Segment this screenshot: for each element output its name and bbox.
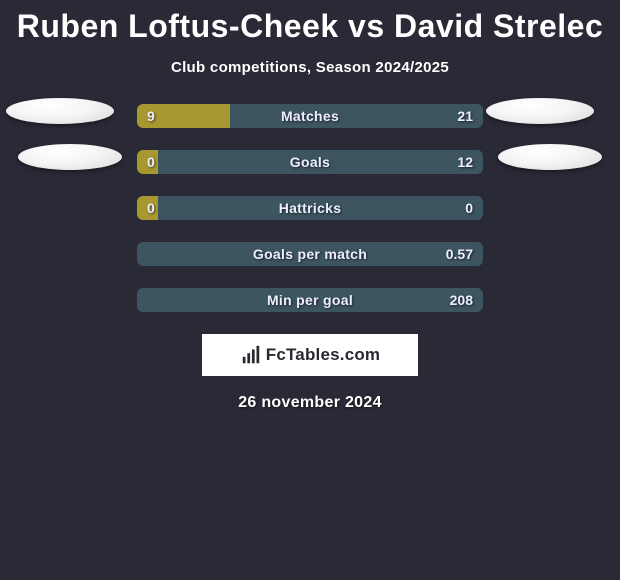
player-ellipse (498, 144, 602, 170)
stat-right-value: 0.57 (446, 242, 473, 266)
brand-box: FcTables.com (202, 334, 418, 376)
stat-right-value: 208 (450, 288, 473, 312)
date-text: 26 november 2024 (0, 394, 620, 412)
stat-row: Min per goal208 (137, 288, 483, 312)
player-ellipse (486, 98, 594, 124)
stat-label: Min per goal (137, 288, 483, 312)
stat-right-value: 21 (457, 104, 473, 128)
subtitle: Club competitions, Season 2024/2025 (0, 59, 620, 76)
stat-right-value: 12 (457, 150, 473, 174)
stat-row: 0Hattricks0 (137, 196, 483, 220)
stat-row: 9Matches21 (137, 104, 483, 128)
chart-icon (240, 344, 262, 366)
comparison-stage: 9Matches210Goals120Hattricks0Goals per m… (0, 104, 620, 312)
stat-label: Goals (137, 150, 483, 174)
brand-text: FcTables.com (266, 345, 381, 365)
page-title: Ruben Loftus-Cheek vs David Strelec (0, 0, 620, 45)
stat-label: Matches (137, 104, 483, 128)
stat-row: 0Goals12 (137, 150, 483, 174)
player-ellipse (18, 144, 122, 170)
stat-label: Hattricks (137, 196, 483, 220)
stat-label: Goals per match (137, 242, 483, 266)
stat-right-value: 0 (465, 196, 473, 220)
player-ellipse (6, 98, 114, 124)
stat-row: Goals per match0.57 (137, 242, 483, 266)
stat-bars: 9Matches210Goals120Hattricks0Goals per m… (137, 104, 483, 312)
